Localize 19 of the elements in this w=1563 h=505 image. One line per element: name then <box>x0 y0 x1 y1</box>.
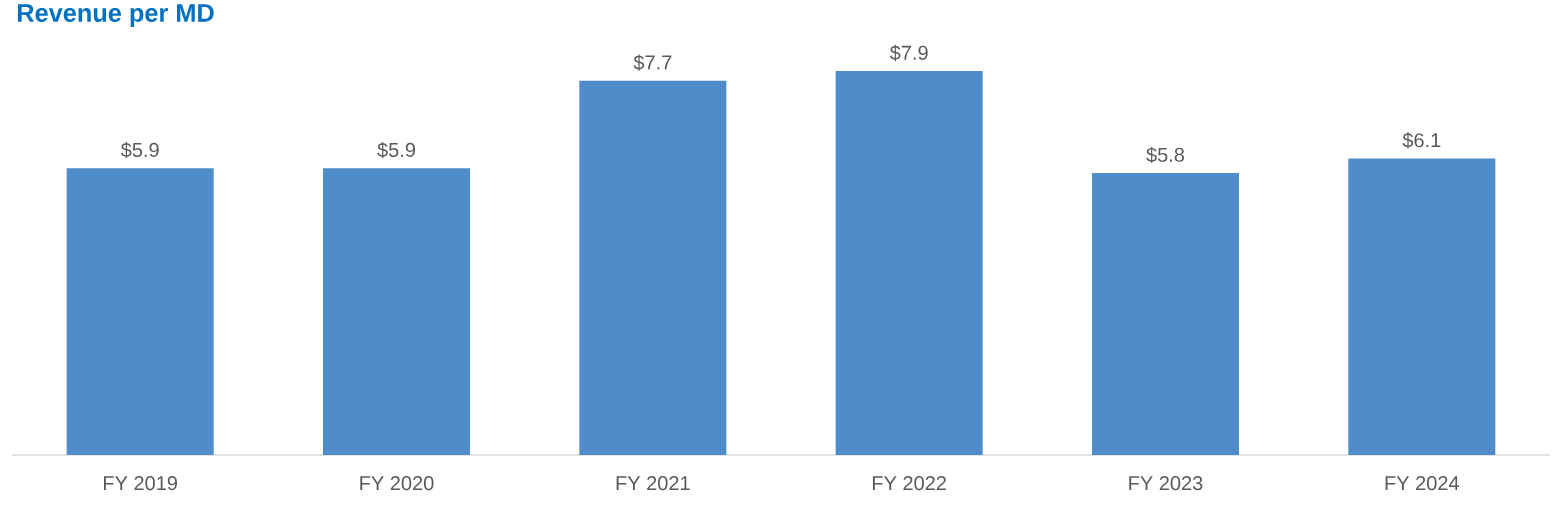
x-tick-label: FY 2021 <box>616 476 690 491</box>
x-tick-label: FY 2024 <box>1385 476 1459 491</box>
chart-title: Revenue per MD <box>17 4 214 27</box>
bar <box>66 168 214 455</box>
data-label: $6.1 <box>1402 132 1441 149</box>
data-label: $7.7 <box>633 54 672 71</box>
data-label: $5.8 <box>1146 146 1185 164</box>
data-label: $5.9 <box>120 142 159 159</box>
x-tick-label: FY 2023 <box>1129 476 1203 491</box>
x-tick-label: FY 2019 <box>104 476 177 491</box>
bar <box>1091 173 1239 455</box>
data-label: $5.9 <box>377 142 415 159</box>
bar <box>323 168 470 455</box>
bar <box>1348 158 1496 455</box>
bar <box>579 80 727 455</box>
bar <box>835 71 983 455</box>
data-label: $7.9 <box>889 44 928 62</box>
x-tick-label: FY 2022 <box>872 476 946 491</box>
x-tick-label: FY 2020 <box>360 476 434 491</box>
